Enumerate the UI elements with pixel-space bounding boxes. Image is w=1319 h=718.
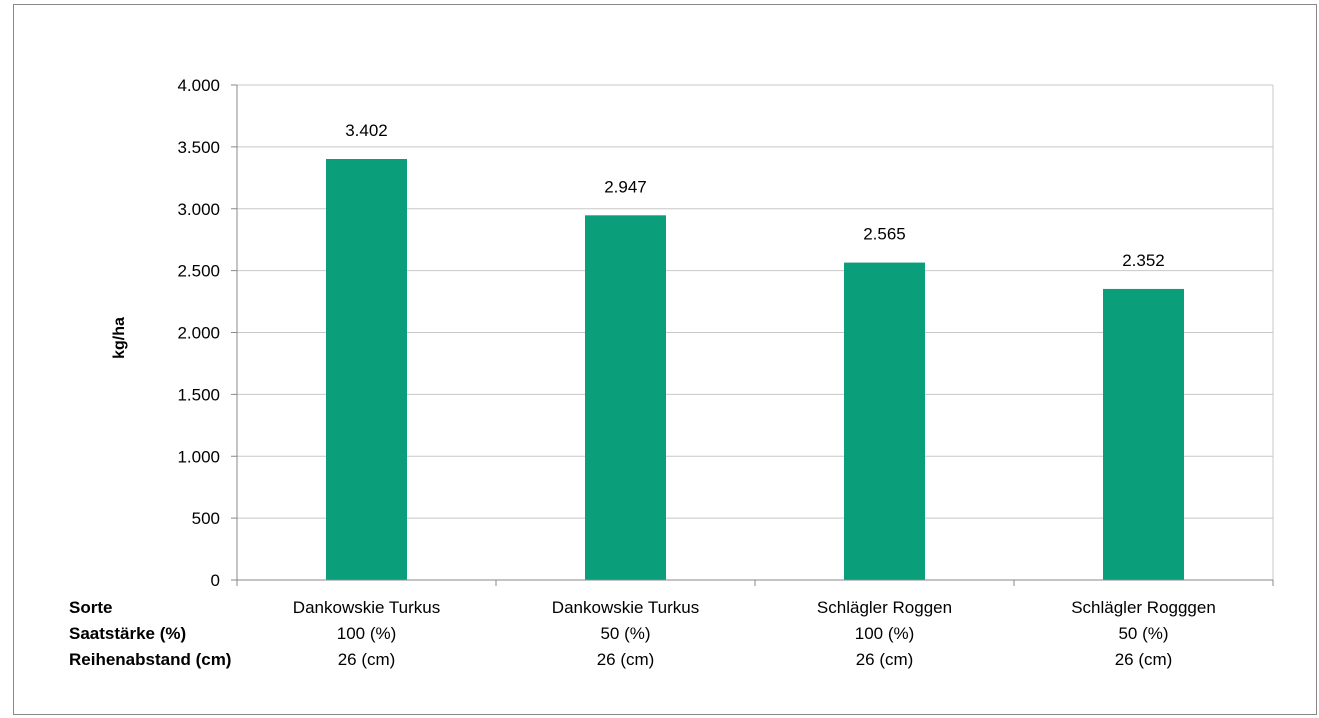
y-tick-label: 3.000 <box>177 200 220 219</box>
table-row-label: Saatstärke (%) <box>69 624 187 643</box>
bar <box>585 215 666 580</box>
category-label: 26 (cm) <box>596 650 655 669</box>
category-label: 26 (cm) <box>855 650 914 669</box>
data-label: 3.402 <box>345 121 388 140</box>
category-label: 26 (cm) <box>337 650 396 669</box>
y-tick-label: 4.000 <box>177 76 220 95</box>
category-label: 50 (%) <box>600 624 651 643</box>
category-label: 50 (%) <box>1118 624 1169 643</box>
chart-frame <box>13 4 1317 715</box>
data-label: 2.947 <box>604 177 647 196</box>
y-tick-label: 1.500 <box>177 385 220 404</box>
bar <box>1103 288 1184 580</box>
category-label: Dankowskie Turkus <box>551 598 700 617</box>
table-row-label: Sorte <box>69 598 113 617</box>
category-label: Dankowskie Turkus <box>292 598 441 617</box>
y-tick-label: 500 <box>192 509 220 528</box>
bar <box>844 262 925 580</box>
category-label: Schlägler Roggen <box>816 598 953 617</box>
y-tick-label: 1.000 <box>177 447 220 466</box>
y-tick-label: 2.000 <box>177 324 220 343</box>
y-tick-label: 2.500 <box>177 262 220 281</box>
category-label: 26 (cm) <box>1114 650 1173 669</box>
y-tick-label: 0 <box>211 571 220 590</box>
data-label: 2.352 <box>1122 251 1165 270</box>
bar <box>326 159 407 580</box>
data-label: 2.565 <box>863 225 906 244</box>
y-axis-title: kg/ha <box>111 317 128 359</box>
table-row-label: Reihenabstand (cm) <box>69 650 232 669</box>
category-label: 100 (%) <box>336 624 397 643</box>
category-label: 100 (%) <box>854 624 915 643</box>
y-tick-label: 3.500 <box>177 138 220 157</box>
category-label: Schlägler Rogggen <box>1071 598 1216 617</box>
